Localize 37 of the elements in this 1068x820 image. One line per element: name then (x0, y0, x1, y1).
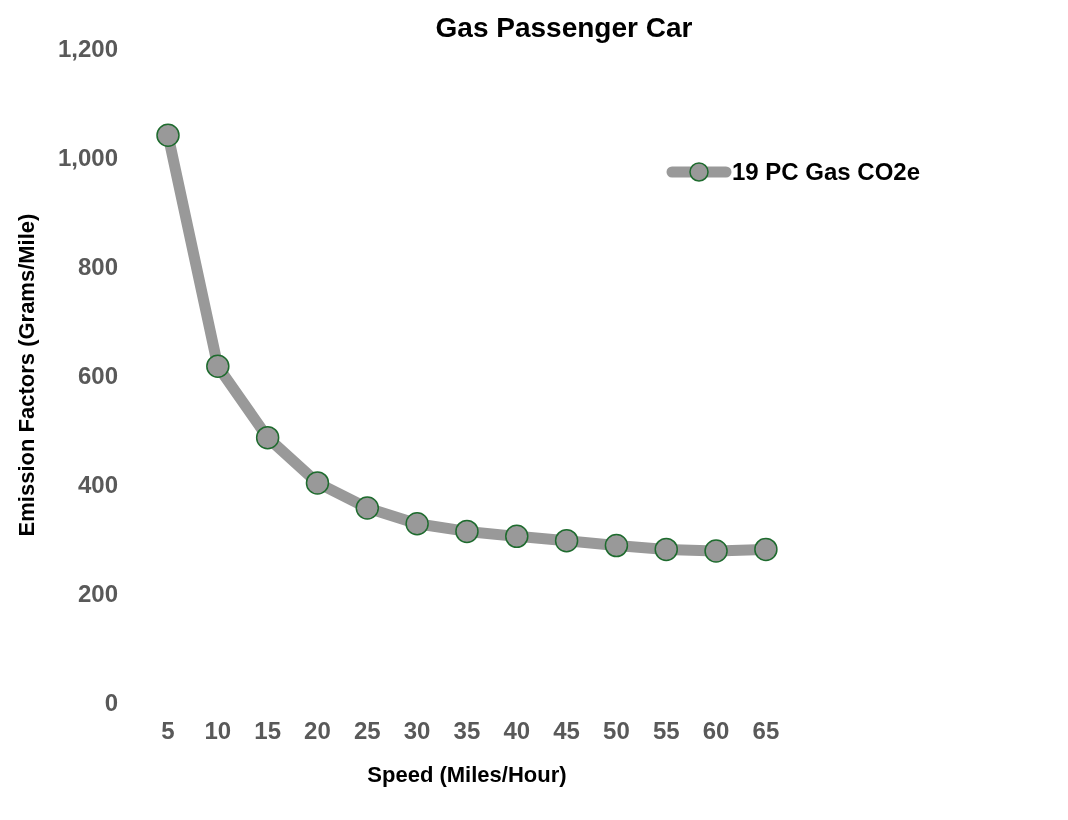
x-tick-label: 35 (453, 717, 481, 745)
y-tick-label: 400 (77, 470, 118, 498)
point (505, 524, 529, 549)
point (355, 496, 380, 520)
point (455, 519, 479, 544)
y-tick-label: 800 (77, 252, 118, 280)
chart-title: Gas Passenger Car (435, 12, 693, 43)
legend-label: 19 PC Gas CO2e (731, 158, 920, 186)
point (554, 528, 579, 553)
x-tick-label: 45 (553, 717, 580, 745)
x-tick-label: 50 (603, 717, 630, 745)
point (754, 537, 778, 562)
point (654, 537, 678, 562)
x-tick-label: 30 (403, 717, 431, 745)
x-tick-label: 55 (652, 717, 680, 745)
x-tick-label: 10 (204, 717, 232, 745)
point (206, 354, 230, 379)
y-tick-label: 1,200 (57, 34, 118, 62)
point (156, 123, 180, 147)
y-tick-label: 1,000 (57, 143, 118, 171)
x-tick-label: 60 (702, 717, 730, 745)
point (405, 512, 429, 536)
point (704, 539, 728, 563)
point (604, 533, 629, 558)
y-tick-label: 200 (77, 579, 118, 607)
point (305, 471, 330, 495)
x-axis-title: Speed (Miles/Hour) (367, 762, 567, 787)
x-tick-label: 5 (161, 717, 175, 745)
x-tick-label: 15 (254, 717, 281, 745)
y-tick-label: 600 (77, 361, 118, 389)
x-tick-label: 25 (353, 717, 381, 745)
y-tick-label: 0 (104, 688, 118, 716)
x-tick-label: 65 (752, 717, 780, 745)
y-axis-title: Emission Factors (Grams/Mile) (13, 213, 39, 537)
x-tick-label: 20 (304, 717, 331, 745)
point (255, 425, 280, 450)
x-tick-label: 40 (503, 717, 531, 745)
